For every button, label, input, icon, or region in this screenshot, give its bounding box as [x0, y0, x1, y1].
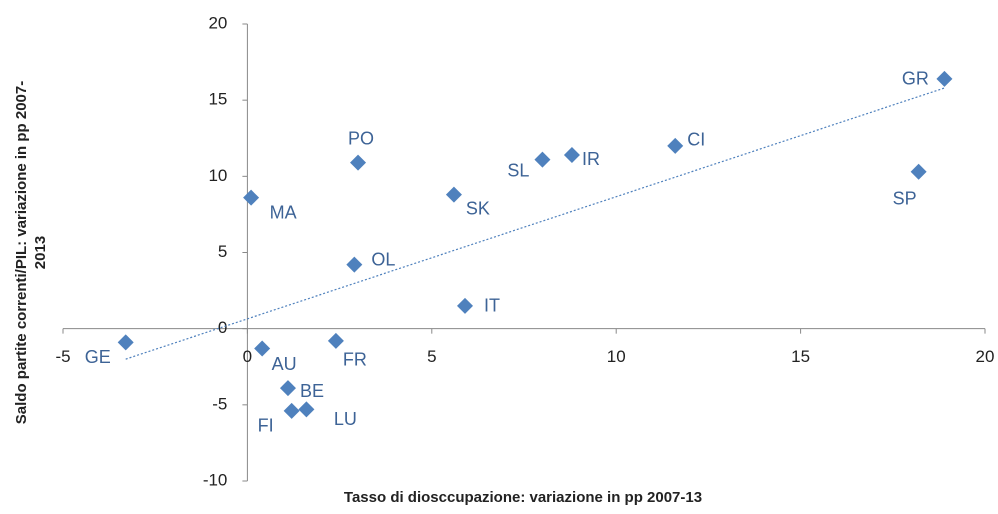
point-label: BE: [300, 381, 324, 401]
point-label: PO: [348, 128, 374, 148]
point: [350, 154, 367, 171]
y-tick-label: 20: [208, 13, 227, 32]
point-label: SL: [507, 160, 529, 180]
x-tick-label: 0: [243, 347, 252, 366]
point: [243, 189, 260, 206]
point-label: IT: [484, 296, 500, 316]
point: [117, 334, 134, 351]
x-tick-label: -5: [55, 347, 70, 366]
point: [346, 256, 363, 273]
x-tick-label: 5: [427, 347, 436, 366]
point-label: SP: [893, 189, 917, 209]
point: [327, 332, 344, 349]
point: [254, 340, 271, 357]
x-tick-label: 10: [607, 347, 626, 366]
point-label: GE: [85, 347, 111, 367]
point: [534, 151, 551, 168]
y-axis-title: Saldo partite correnti/PIL: variazione i…: [13, 81, 49, 424]
point: [910, 163, 927, 180]
trendline: [125, 87, 945, 360]
point-label: SK: [466, 198, 490, 218]
point: [563, 147, 580, 164]
x-axis-title: Tasso di diosccupazione: variazione in p…: [344, 489, 702, 506]
point: [298, 401, 315, 418]
point-label: IR: [582, 149, 600, 169]
y-tick-label: 0: [218, 318, 227, 337]
point: [667, 137, 684, 154]
y-tick-label: 5: [218, 242, 227, 261]
point: [456, 297, 473, 314]
point-label: AU: [272, 354, 297, 374]
y-tick-label: -5: [212, 394, 227, 413]
point: [279, 380, 296, 397]
point-label: FI: [258, 416, 274, 436]
x-tick-label: 15: [791, 347, 810, 366]
point: [283, 402, 300, 419]
y-tick-label: -10: [203, 470, 228, 489]
y-tick-label: 15: [208, 90, 227, 109]
point-label: CI: [687, 130, 705, 150]
point: [936, 70, 953, 87]
point-label: FR: [343, 350, 367, 370]
point-label: OL: [371, 249, 395, 269]
x-tick-label: 20: [976, 347, 995, 366]
point-label: GR: [902, 69, 929, 89]
point-label: MA: [270, 202, 297, 222]
y-tick-label: 10: [208, 166, 227, 185]
point: [445, 186, 462, 203]
point-label: LU: [334, 409, 357, 429]
